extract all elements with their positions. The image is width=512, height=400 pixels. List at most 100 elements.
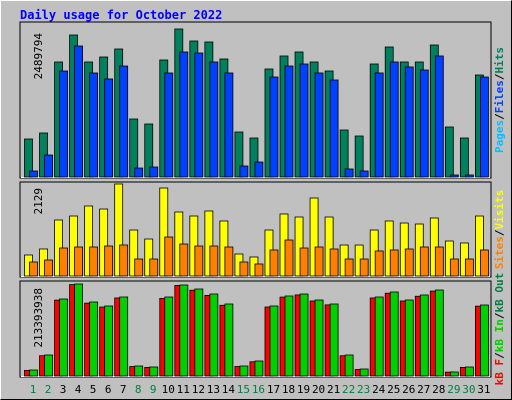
- bar: [254, 360, 264, 377]
- bar: [59, 70, 68, 178]
- bar: [119, 296, 129, 377]
- x-tick-label: 10: [162, 383, 175, 396]
- legend: kB F/kB In/kB Out: [493, 273, 506, 386]
- bar: [24, 138, 33, 178]
- bar: [144, 238, 154, 277]
- legend: Sites/Visits: [493, 190, 506, 270]
- bar: [299, 63, 309, 178]
- bar: [29, 369, 38, 377]
- x-tick-label: 28: [432, 383, 445, 396]
- bar: [74, 45, 83, 178]
- bar: [464, 366, 474, 377]
- x-tick-label: 23: [357, 383, 370, 396]
- bar: [194, 245, 204, 277]
- bar: [179, 51, 189, 178]
- x-tick-label: 5: [90, 383, 97, 396]
- legend-entry: Visits: [493, 190, 506, 230]
- bar: [389, 291, 399, 377]
- bar: [209, 245, 219, 277]
- bar: [144, 123, 154, 178]
- bar: [309, 197, 319, 277]
- x-tick-label: 11: [177, 383, 190, 396]
- bar: [284, 295, 294, 377]
- x-tick-label: 3: [60, 383, 67, 396]
- bar: [204, 210, 214, 277]
- bar: [419, 294, 429, 377]
- bar: [269, 76, 279, 178]
- x-tick-label: 21: [327, 383, 340, 396]
- bar: [384, 220, 394, 277]
- bar: [434, 55, 444, 178]
- bar: [314, 246, 324, 277]
- bar: [29, 261, 38, 277]
- bar: [164, 72, 174, 178]
- bar: [194, 288, 204, 377]
- legend-entry: Files: [493, 80, 506, 113]
- bar: [44, 154, 53, 178]
- bar: [324, 216, 334, 277]
- bar: [449, 371, 459, 377]
- bar: [464, 258, 474, 277]
- x-tick-label: 31: [477, 383, 490, 396]
- bar: [269, 249, 279, 277]
- bar: [419, 69, 429, 178]
- x-tick-label: 26: [402, 383, 415, 396]
- legend-entry: kB Out: [493, 273, 506, 313]
- x-tick-label: 1: [30, 383, 37, 396]
- x-tick-label: 7: [120, 383, 127, 396]
- x-tick-label: 9: [150, 383, 157, 396]
- legend-entry: kB F: [493, 359, 506, 386]
- legend-separator: /: [493, 73, 506, 80]
- bar: [464, 174, 474, 178]
- bar: [359, 368, 369, 377]
- bar: [119, 65, 129, 178]
- bar: [444, 240, 454, 277]
- bar: [479, 76, 489, 178]
- bar: [239, 261, 249, 277]
- legend-entry: kB In: [493, 319, 506, 352]
- bar: [419, 246, 429, 277]
- bar: [434, 246, 444, 277]
- bar: [449, 174, 459, 178]
- max-label: 213393938: [32, 288, 45, 348]
- bar: [59, 247, 68, 277]
- legend-entry: Sites: [493, 236, 506, 269]
- bar: [329, 248, 339, 277]
- bar: [354, 135, 364, 178]
- x-tick-label: 4: [75, 383, 82, 396]
- bar: [449, 258, 459, 277]
- bar: [134, 365, 144, 377]
- bar: [164, 236, 174, 277]
- bar: [314, 299, 324, 377]
- bar: [29, 170, 38, 178]
- bar: [434, 289, 444, 377]
- bar: [74, 283, 83, 377]
- bar: [89, 301, 99, 377]
- bar: [129, 229, 139, 277]
- bar: [404, 248, 414, 277]
- bar: [284, 239, 294, 277]
- bar: [234, 131, 244, 178]
- x-tick-label: 20: [312, 383, 325, 396]
- bar: [479, 304, 489, 377]
- bar: [459, 137, 469, 178]
- x-tick-label: 13: [207, 383, 220, 396]
- bar: [104, 245, 114, 277]
- bar: [344, 258, 354, 277]
- bar: [149, 366, 159, 377]
- bar: [209, 61, 219, 178]
- x-tick-label: 29: [447, 383, 460, 396]
- x-tick-label: 17: [267, 383, 280, 396]
- bar: [359, 170, 369, 178]
- bar: [479, 249, 489, 277]
- legend-separator: /: [493, 113, 506, 120]
- bar: [224, 72, 234, 178]
- bar: [239, 165, 249, 178]
- x-tick-label: 8: [135, 383, 142, 396]
- bar: [444, 126, 454, 178]
- bar: [194, 52, 204, 178]
- bar: [134, 167, 144, 178]
- bar: [149, 258, 159, 277]
- bar: [179, 243, 189, 277]
